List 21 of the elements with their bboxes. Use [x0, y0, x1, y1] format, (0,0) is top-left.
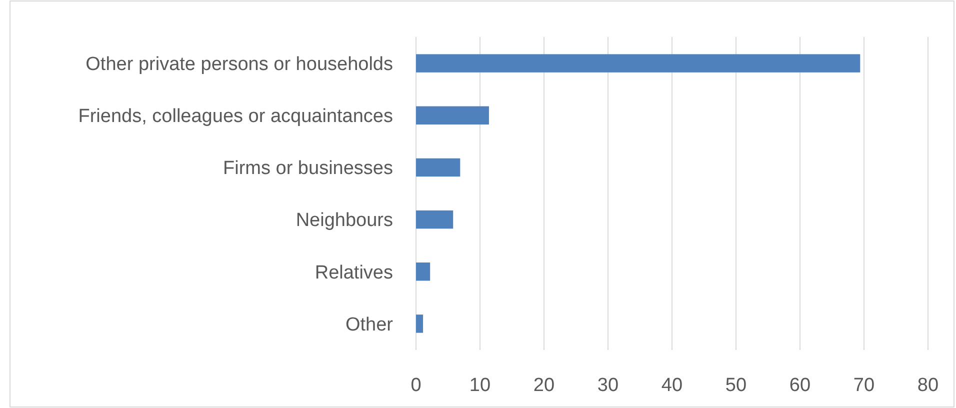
x-tick-label: 70 [853, 375, 875, 396]
y-tick-label: Firms or businesses [223, 158, 393, 180]
x-tick-label: 60 [789, 375, 811, 396]
x-tick-label: 80 [917, 375, 939, 396]
y-tick-label: Friends, colleagues or acquaintances [78, 106, 393, 128]
bar [416, 54, 860, 72]
bar [416, 210, 454, 229]
bar [416, 262, 430, 281]
x-tick-label: 20 [533, 375, 555, 396]
y-tick-label: Relatives [314, 262, 393, 284]
bar [416, 158, 460, 177]
x-tick-label: 50 [725, 375, 747, 396]
x-tick-label: 0 [410, 375, 422, 396]
y-tick-label: Other private persons or households [86, 54, 393, 75]
y-tick-label: Neighbours [296, 210, 393, 232]
bar [416, 314, 424, 333]
x-tick-label: 40 [661, 375, 683, 396]
x-tick-label: 10 [469, 375, 491, 396]
bar [416, 106, 489, 124]
y-tick-label: Other [345, 314, 394, 336]
x-tick-label: 30 [597, 375, 619, 396]
